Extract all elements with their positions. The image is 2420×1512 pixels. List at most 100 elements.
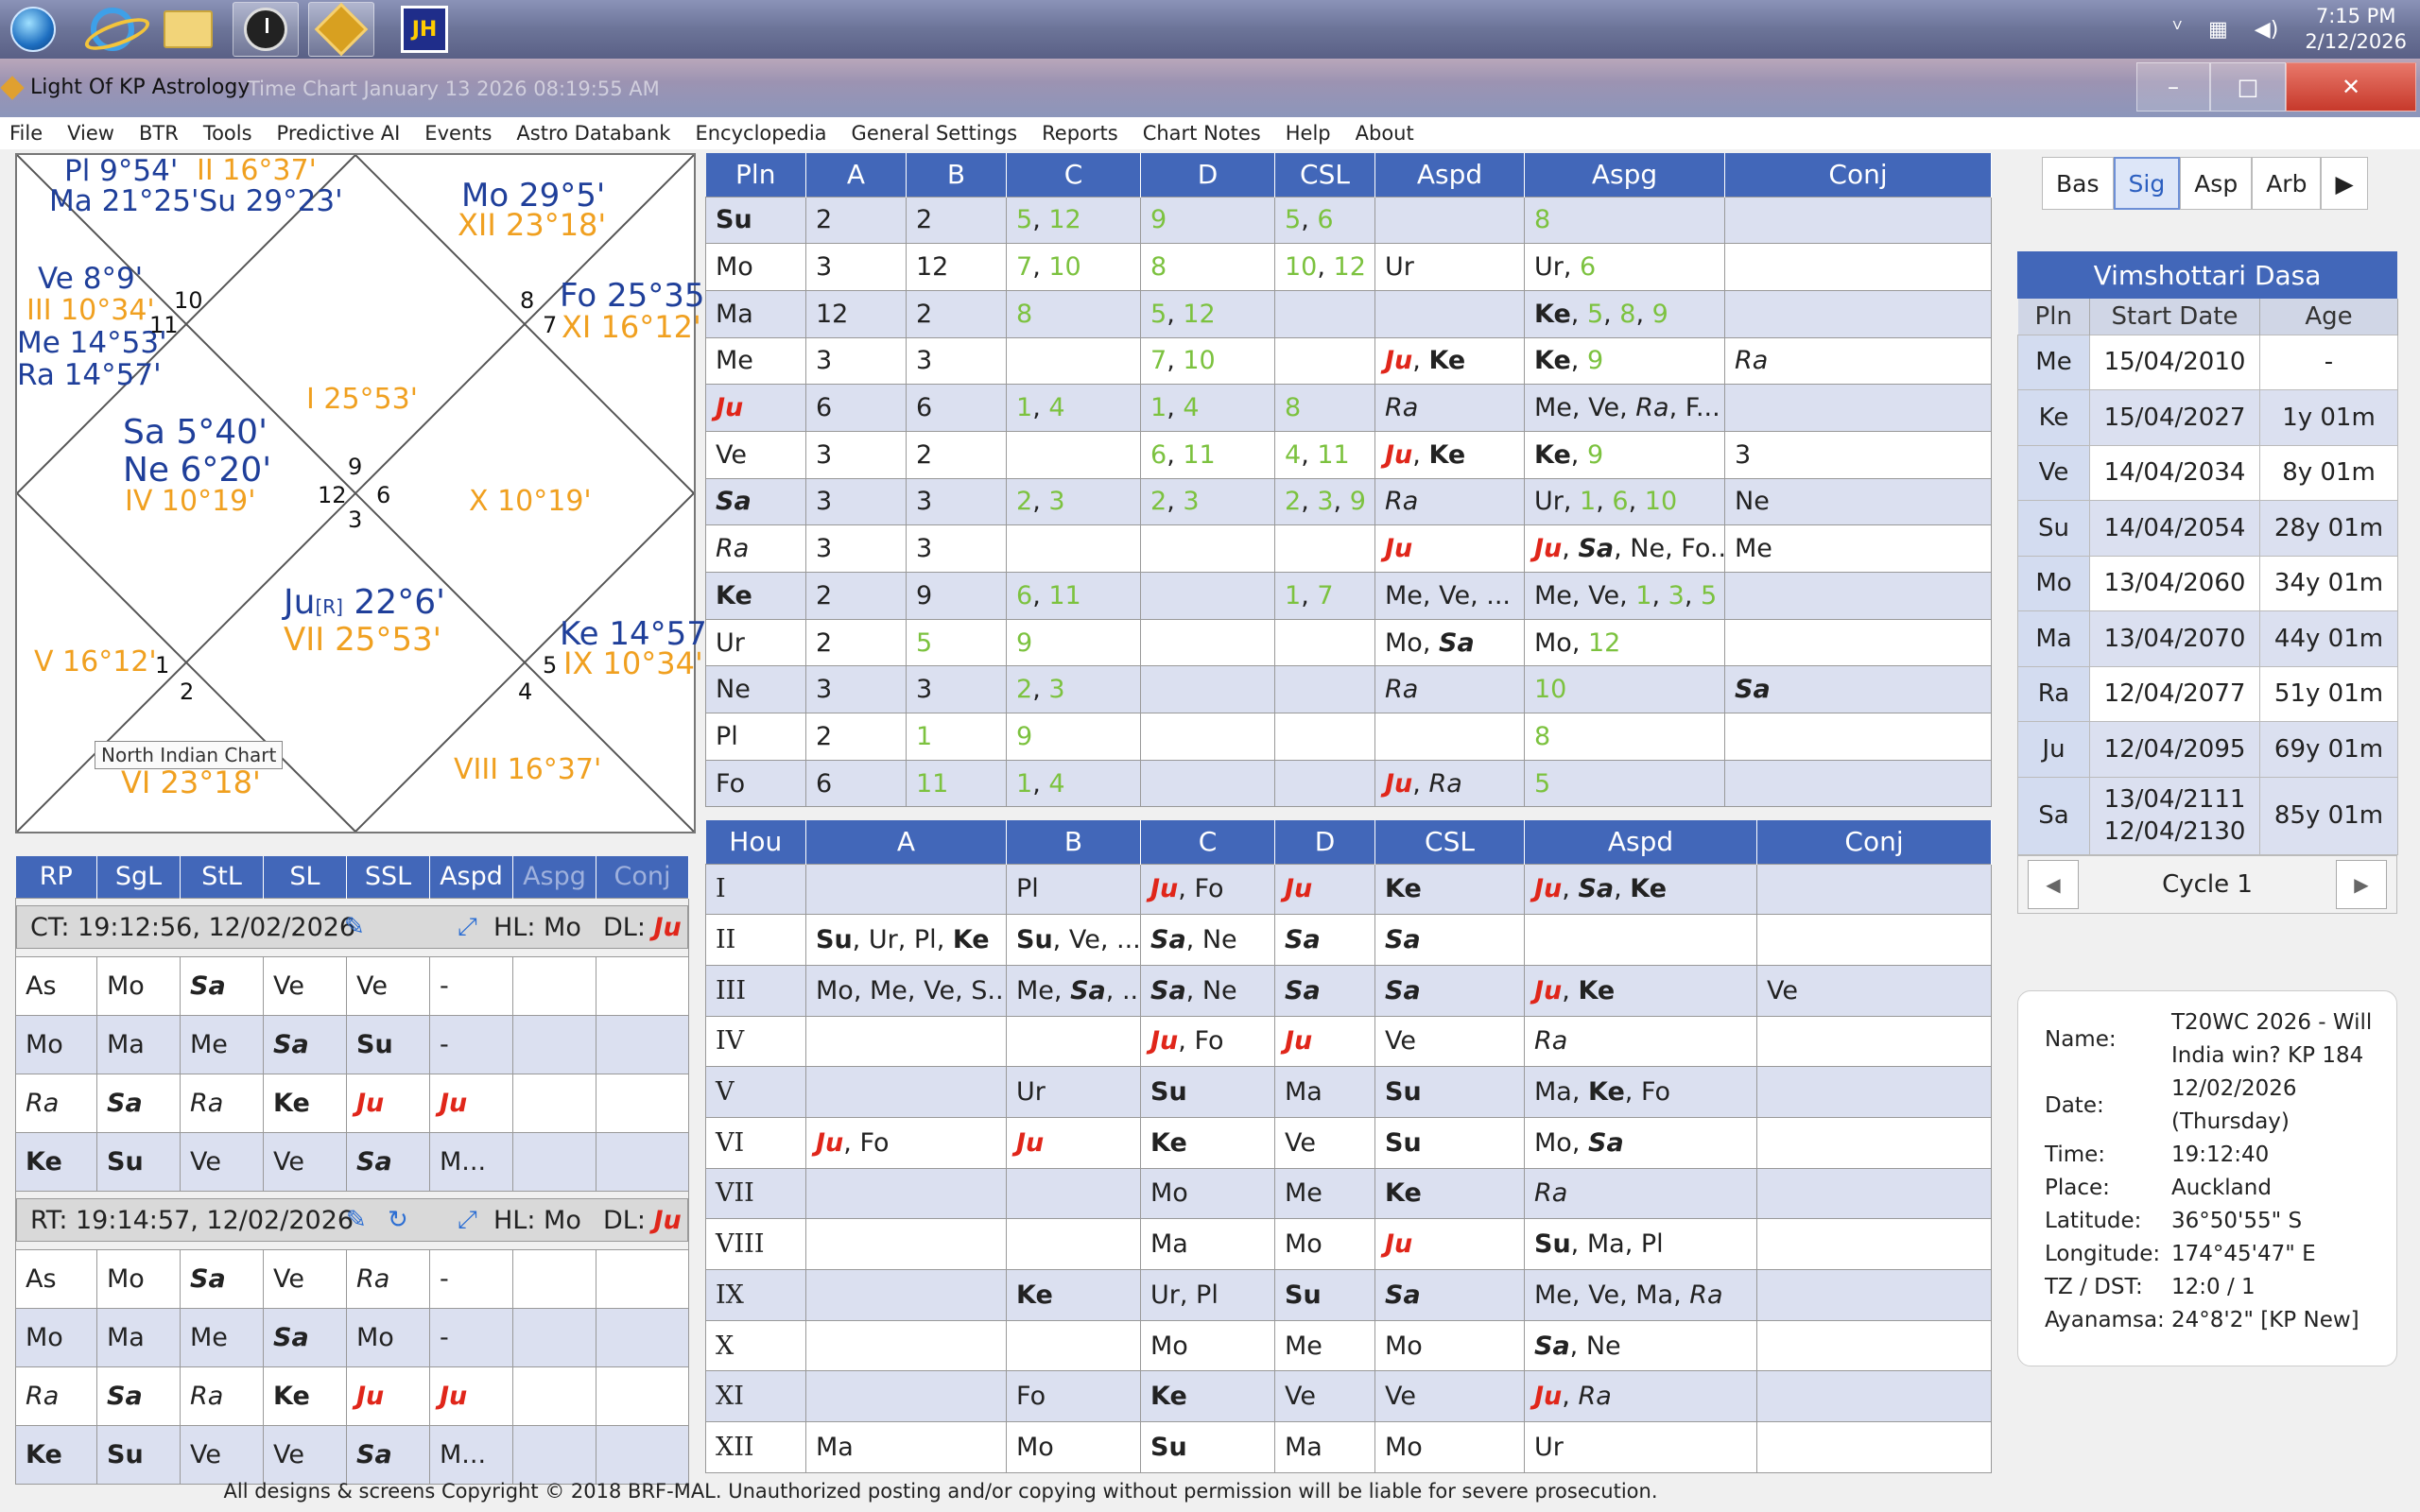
dasa-row-me[interactable]: Me 15/04/2010- [2017, 334, 2398, 390]
ct-rp-row[interactable]: As Mo Sa Ve Ve - [15, 955, 689, 1016]
rp-table-header-conj[interactable]: Conj [596, 856, 689, 898]
taskbar-ie-button[interactable] [79, 2, 146, 57]
planet-row-pl[interactable]: Pl 2 1 9 8 [705, 713, 1992, 761]
dasa-row-ra[interactable]: Ra 12/04/2077 51y 01m [2017, 665, 2398, 722]
house-row-viii[interactable]: VIII Ma Mo Ju Su, Ma, Pl [705, 1218, 1992, 1270]
menu-view[interactable]: View [67, 122, 114, 145]
house-row-ii[interactable]: II Su, Ur, Pl, Ke Su, Ve, ... Sa, Ne Sa Sa [705, 914, 1992, 966]
menu-about[interactable]: About [1355, 122, 1414, 145]
rt-refresh-icon[interactable]: ↻ [388, 1206, 408, 1234]
menu-file[interactable]: File [9, 122, 43, 145]
menu-events[interactable]: Events [424, 122, 493, 145]
house-table-header-conj[interactable]: Conj [1756, 820, 1992, 864]
house-table-header-hou[interactable]: Hou [705, 820, 806, 864]
menu-general-settings[interactable]: General Settings [851, 122, 1018, 145]
planet-row-ur[interactable]: Ur 2 5 9 Mo, Sa Mo, 12 [705, 618, 1992, 667]
house-row-vi[interactable]: VI Ju, Fo Ju Ke Ve Su Mo, Sa [705, 1116, 1992, 1169]
planet-row-ke[interactable]: Ke 2 9 6, 11 1, 7 Me, Ve, ... Me, Ve, 1, 3, 5 [705, 572, 1992, 620]
rt-rp-row[interactable]: Mo Ma Me Sa Mo - [15, 1307, 689, 1367]
planet-row-ne[interactable]: Ne 3 3 2, 3 Ra 10 Sa [705, 665, 1992, 714]
house-row-iv[interactable]: IV Ju, Fo Ju Ve Ra [705, 1015, 1992, 1068]
north-indian-chart[interactable]: Pl 9°54' II 16°37' Ma 21°25'Su 29°23' Mo… [15, 153, 716, 833]
tray-chevron-icon[interactable]: ⱽ [2172, 17, 2182, 42]
planet-table-header-aspg[interactable]: Aspg [1524, 153, 1725, 197]
menu-tools[interactable]: Tools [202, 122, 252, 145]
house-row-vii[interactable]: VII Mo Me Ke Ra [705, 1167, 1992, 1220]
minimize-button[interactable]: – [2136, 62, 2210, 112]
taskbar-kp-astrology-button[interactable] [308, 2, 374, 57]
planet-row-ju[interactable]: Ju 6 6 1, 4 1, 4 8 Ra Me, Ve, Ra, F... [705, 384, 1992, 432]
dasa-row-ke[interactable]: Ke 15/04/2027 1y 01m [2017, 389, 2398, 446]
dasa-row-ma[interactable]: Ma 13/04/2070 44y 01m [2017, 610, 2398, 667]
planet-table-header-csl[interactable]: CSL [1274, 153, 1375, 197]
planet-row-sa[interactable]: Sa 3 3 2, 3 2, 3 2, 3, 9 Ra Ur, 1, 6, 10 Ne [705, 477, 1992, 526]
rp-table-header-rp[interactable]: RP [15, 856, 97, 898]
house-row-xii[interactable]: XII Ma Mo Su Ma Mo Ur [705, 1421, 1992, 1473]
house-table-header-d[interactable]: D [1274, 820, 1375, 864]
network-icon[interactable]: ▦ [2208, 17, 2228, 42]
planet-table-header-pln[interactable]: Pln [705, 153, 806, 197]
rt-edit-icon[interactable]: ✎ [346, 1206, 367, 1234]
house-table-header-b[interactable]: B [1006, 820, 1141, 864]
planet-row-me[interactable]: Me 3 3 7, 10 Ju, Ke Ke, 9 Ra [705, 336, 1992, 386]
menu-encyclopedia[interactable]: Encyclopedia [695, 122, 827, 145]
dasa-row-mo[interactable]: Mo 13/04/2060 34y 01m [2017, 555, 2398, 611]
rt-rp-row[interactable]: As Mo Sa Ve Ra - [15, 1248, 689, 1309]
taskbar-clock-app-button[interactable] [233, 2, 299, 57]
rp-table-header-sgl[interactable]: SgL [96, 856, 181, 898]
taskbar-explorer-button[interactable] [155, 2, 221, 57]
planet-table-header-c[interactable]: C [1006, 153, 1141, 197]
house-row-i[interactable]: I Pl Ju, Fo Ju Ke Ju, Sa, Ke [705, 863, 1992, 916]
dasa-prev-button[interactable]: ◀ [2028, 859, 2079, 909]
ct-rp-row[interactable]: Ra Sa Ra Ke Ju Ju [15, 1073, 689, 1133]
tab-asp[interactable]: Asp [2180, 157, 2253, 210]
dasa-row-ju[interactable]: Ju 12/04/2095 69y 01m [2017, 721, 2398, 778]
dasa-row-sa[interactable]: Sa 13/04/2111 12/04/2130 85y 01m [2017, 776, 2398, 855]
house-table-header-aspd[interactable]: Aspd [1524, 820, 1757, 864]
tab-arb[interactable]: Arb [2252, 157, 2322, 210]
start-button[interactable] [0, 2, 66, 57]
planet-table-header-aspd[interactable]: Aspd [1374, 153, 1525, 197]
house-row-v[interactable]: V Ur Su Ma Su Ma, Ke, Fo [705, 1066, 1992, 1118]
tab-sig[interactable]: Sig [2113, 157, 2181, 210]
dasa-row-ve[interactable]: Ve 14/04/2034 8y 01m [2017, 444, 2398, 501]
planet-row-mo[interactable]: Mo 3 12 7, 10 8 10, 12 Ur Ur, 6 [705, 243, 1992, 291]
menu-help[interactable]: Help [1285, 122, 1331, 145]
rt-rp-row[interactable]: Ke Su Ve Ve Sa M... [15, 1424, 689, 1485]
rp-table-header-sl[interactable]: SL [263, 856, 347, 898]
house-row-xi[interactable]: XI Fo Ke Ve Ve Ju, Ra [705, 1370, 1992, 1423]
planet-row-ma[interactable]: Ma 12 2 8 5, 12 Ke, 5, 8, 9 [705, 289, 1992, 338]
menu-chart-notes[interactable]: Chart Notes [1142, 122, 1261, 145]
planet-table-header-a[interactable]: A [805, 153, 907, 197]
planet-table-header-conj[interactable]: Conj [1724, 153, 1992, 197]
house-table-header-c[interactable]: C [1140, 820, 1275, 864]
planet-row-fo[interactable]: Fo 6 11 1, 4 Ju, Ra 5 [705, 759, 1992, 808]
menu-astro-databank[interactable]: Astro Databank [516, 122, 671, 145]
ct-edit-icon[interactable]: ✎ [344, 913, 365, 941]
planet-table-header-d[interactable]: D [1140, 153, 1275, 197]
house-row-ix[interactable]: IX Ke Ur, Pl Su Sa Me, Ve, Ma, Ra [705, 1269, 1992, 1321]
volume-icon[interactable]: ◀) [2254, 17, 2279, 42]
planet-table-header-b[interactable]: B [906, 153, 1007, 197]
tray-clock[interactable]: 7:15 PM 2/12/2026 [2305, 4, 2407, 55]
ct-rp-row[interactable]: Mo Ma Me Sa Su - [15, 1014, 689, 1074]
ct-expand-icon[interactable]: ⤢ [458, 912, 477, 941]
dasa-row-su[interactable]: Su 14/04/2054 28y 01m [2017, 500, 2398, 557]
menu-reports[interactable]: Reports [1042, 122, 1118, 145]
close-button[interactable]: ✕ [2286, 62, 2416, 112]
house-table-header-a[interactable]: A [805, 820, 1007, 864]
ct-rp-row[interactable]: Ke Su Ve Ve Sa M... [15, 1131, 689, 1192]
tab-bas[interactable]: Bas [2042, 157, 2114, 210]
rt-rp-row[interactable]: Ra Sa Ra Ke Ju Ju [15, 1366, 689, 1426]
menu-predictive-ai[interactable]: Predictive AI [276, 122, 401, 145]
tab-next-arrow[interactable]: ▶ [2321, 157, 2368, 210]
rp-table-header-aspg[interactable]: Aspg [512, 856, 596, 898]
taskbar-jh-button[interactable]: JH [391, 2, 458, 57]
maximize-button[interactable]: □ [2210, 62, 2286, 112]
house-table-header-csl[interactable]: CSL [1374, 820, 1525, 864]
dasa-next-button[interactable]: ▶ [2336, 859, 2387, 909]
rp-table-header-stl[interactable]: StL [180, 856, 264, 898]
rp-table-header-aspd[interactable]: Aspd [429, 856, 513, 898]
